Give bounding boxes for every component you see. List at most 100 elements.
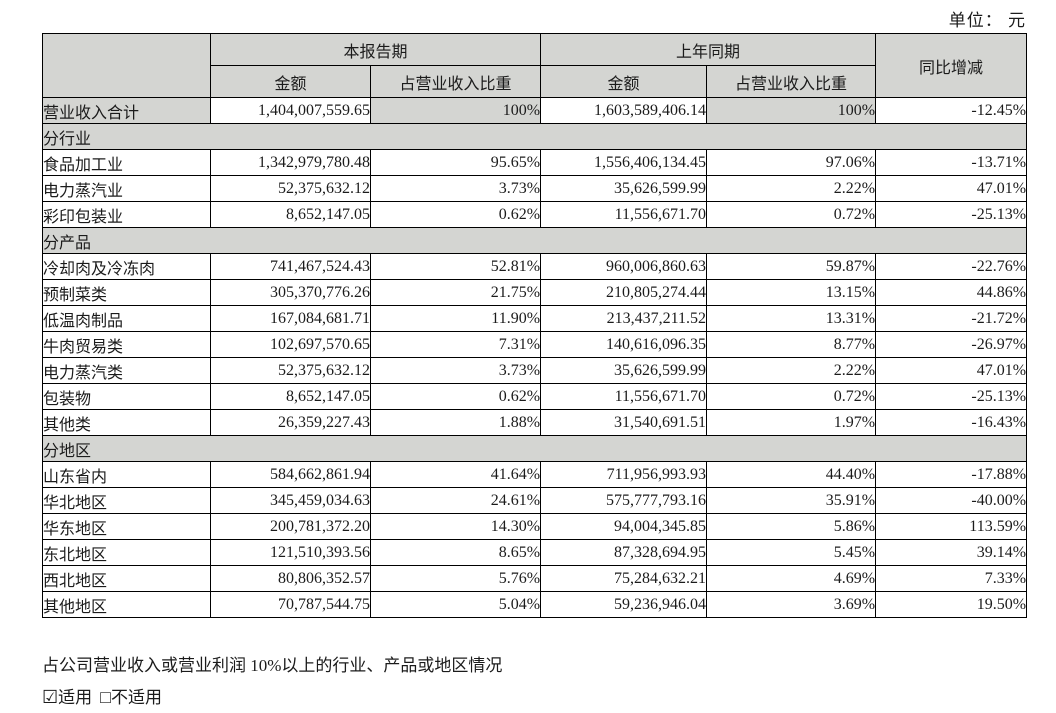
cell-current-pct: 52.81% xyxy=(369,253,542,280)
cell-label: 牛肉贸易类 xyxy=(42,331,211,358)
section-row: 分行业 xyxy=(41,123,1028,150)
col-yoy-change: 同比增减 xyxy=(875,33,1028,98)
cell-prior-amount: 87,328,694.95 xyxy=(540,539,708,566)
total-row: 营业收入合计 1,404,007,559.65 100% 1,603,589,406.… xyxy=(42,97,1028,124)
not-applicable-option: □不适用 xyxy=(100,687,162,707)
cell-current-pct: 41.64% xyxy=(369,461,542,488)
cell-current-pct: 24.61% xyxy=(369,487,542,514)
cell-current-amount: 8,652,147.05 xyxy=(210,201,371,228)
cell-prior-pct: 1.97% xyxy=(706,409,877,436)
table-header-row-groups: 本报告期 上年同期 同比增减 xyxy=(42,33,1028,98)
cell-prior-pct: 2.22% xyxy=(706,175,877,202)
table-header: 本报告期 上年同期 同比增减 金额 占营业收入比重 金额 占营业收入比重 xyxy=(42,33,1028,98)
table-row: 冷却肉及冷冻肉 741,467,524.43 52.81% 960,006,860.6… xyxy=(42,253,1028,280)
cell-yoy: 113.59% xyxy=(875,513,1028,540)
cell-current-amount: 8,652,147.05 xyxy=(210,383,371,410)
section-row: 分产品 xyxy=(41,227,1028,254)
cell-label: 低温肉制品 xyxy=(42,305,211,332)
applicable-option: ☑适用 xyxy=(42,687,92,707)
table-row: 牛肉贸易类 102,697,570.65 7.31% 140,616,096.35 8.… xyxy=(42,331,1028,358)
cell-prior-amount: 1,556,406,134.45 xyxy=(540,149,708,176)
cell-yoy: -25.13% xyxy=(875,383,1028,410)
cell-label: 彩印包装业 xyxy=(42,201,211,228)
table-row: 电力蒸汽业 52,375,632.12 3.73% 35,626,599.99 2.22… xyxy=(42,175,1028,202)
col-group-prior-period: 上年同期 xyxy=(540,33,877,66)
cell-yoy: -26.97% xyxy=(875,331,1028,358)
table-body: 营业收入合计 1,404,007,559.65 100% 1,603,589,406.… xyxy=(41,97,1028,618)
cell-yoy: 44.86% xyxy=(875,279,1028,306)
cell-yoy: -16.43% xyxy=(875,409,1028,436)
footnote: 占公司营业收入或营业利润 10%以上的行业、产品或地区情况 xyxy=(42,656,503,675)
cell-current-pct: 21.75% xyxy=(369,279,542,306)
table-row: 华北地区 345,459,034.63 24.61% 575,777,793.16 35… xyxy=(42,487,1028,514)
cell-prior-amount: 75,284,632.21 xyxy=(540,565,708,592)
cell-prior-amount: 960,006,860.63 xyxy=(540,253,708,280)
corner-cell xyxy=(42,33,211,98)
cell-prior-pct: 59.87% xyxy=(706,253,877,280)
cell-label: 冷却肉及冷冻肉 xyxy=(42,253,211,280)
cell-current-pct: 5.04% xyxy=(369,591,542,618)
cell-yoy: -12.45% xyxy=(875,97,1028,124)
table-row: 低温肉制品 167,084,681.71 11.90% 213,437,211.52 1… xyxy=(42,305,1028,332)
cell-label: 华北地区 xyxy=(42,487,211,514)
cell-yoy: 7.33% xyxy=(875,565,1028,592)
cell-yoy: 39.14% xyxy=(875,539,1028,566)
cell-current-pct: 11.90% xyxy=(369,305,542,332)
cell-current-pct: 1.88% xyxy=(369,409,542,436)
table-row: 食品加工业 1,342,979,780.48 95.65% 1,556,406,134… xyxy=(42,149,1028,176)
cell-current-amount: 741,467,524.43 xyxy=(210,253,371,280)
cell-prior-pct: 97.06% xyxy=(706,149,877,176)
cell-prior-pct: 5.45% xyxy=(706,539,877,566)
cell-prior-amount: 94,004,345.85 xyxy=(540,513,708,540)
table-row: 预制菜类 305,370,776.26 21.75% 210,805,274.44 13… xyxy=(42,279,1028,306)
cell-current-pct: 100% xyxy=(369,97,542,124)
cell-current-amount: 52,375,632.12 xyxy=(210,175,371,202)
cell-current-amount: 80,806,352.57 xyxy=(210,565,371,592)
cell-prior-amount: 1,603,589,406.14 xyxy=(540,97,708,124)
cell-yoy: -22.76% xyxy=(875,253,1028,280)
cell-current-pct: 5.76% xyxy=(369,565,542,592)
cell-prior-pct: 100% xyxy=(706,97,877,124)
cell-current-amount: 167,084,681.71 xyxy=(210,305,371,332)
cell-label: 其他类 xyxy=(42,409,211,436)
cell-yoy: 19.50% xyxy=(875,591,1028,618)
cell-current-amount: 584,662,861.94 xyxy=(210,461,371,488)
col-prior-proportion: 占营业收入比重 xyxy=(706,65,877,98)
cell-current-pct: 0.62% xyxy=(369,383,542,410)
cell-prior-pct: 0.72% xyxy=(706,201,877,228)
cell-prior-pct: 0.72% xyxy=(706,383,877,410)
cell-prior-amount: 213,437,211.52 xyxy=(540,305,708,332)
cell-current-pct: 95.65% xyxy=(369,149,542,176)
cell-prior-amount: 711,956,993.93 xyxy=(540,461,708,488)
cell-prior-amount: 11,556,671.70 xyxy=(540,383,708,410)
cell-current-amount: 305,370,776.26 xyxy=(210,279,371,306)
cell-prior-amount: 59,236,946.04 xyxy=(540,591,708,618)
cell-label: 包装物 xyxy=(42,383,211,410)
cell-current-amount: 200,781,372.20 xyxy=(210,513,371,540)
cell-yoy: 47.01% xyxy=(875,357,1028,384)
table-row: 其他地区 70,787,544.75 5.04% 59,236,946.04 3.69%… xyxy=(42,591,1028,618)
cell-current-amount: 26,359,227.43 xyxy=(210,409,371,436)
cell-prior-amount: 35,626,599.99 xyxy=(540,357,708,384)
col-prior-amount: 金额 xyxy=(540,65,708,98)
cell-prior-amount: 31,540,691.51 xyxy=(540,409,708,436)
table-header-row-columns: 金额 占营业收入比重 金额 占营业收入比重 xyxy=(43,65,1027,98)
cell-label: 其他地区 xyxy=(42,591,211,618)
section-row: 分地区 xyxy=(41,435,1028,462)
col-group-current-period: 本报告期 xyxy=(209,33,542,66)
cell-label: 山东省内 xyxy=(42,461,211,488)
cell-current-pct: 3.73% xyxy=(369,357,542,384)
col-current-proportion: 占营业收入比重 xyxy=(369,65,542,98)
cell-label: 西北地区 xyxy=(42,565,211,592)
section-label: 分地区 xyxy=(41,435,1028,462)
cell-current-amount: 52,375,632.12 xyxy=(210,357,371,384)
cell-current-amount: 1,342,979,780.48 xyxy=(210,149,371,176)
applicable-line: ☑适用 □不适用 xyxy=(42,683,162,708)
cell-current-pct: 3.73% xyxy=(369,175,542,202)
cell-label: 预制菜类 xyxy=(42,279,211,306)
cell-current-amount: 70,787,544.75 xyxy=(210,591,371,618)
cell-label: 电力蒸汽业 xyxy=(42,175,211,202)
cell-current-amount: 345,459,034.63 xyxy=(210,487,371,514)
cell-prior-pct: 8.77% xyxy=(706,331,877,358)
